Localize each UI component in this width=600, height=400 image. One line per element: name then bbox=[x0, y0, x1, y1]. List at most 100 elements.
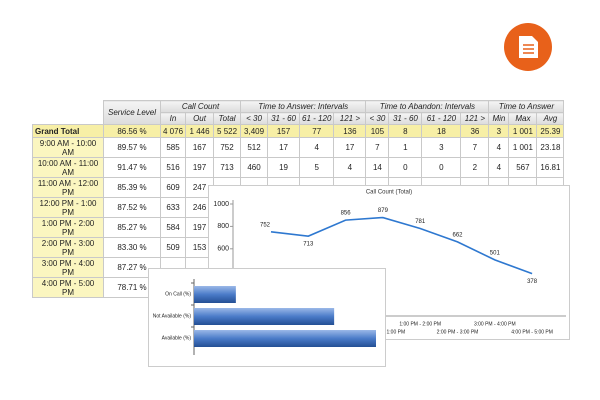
table-cell: 4 bbox=[333, 157, 367, 178]
y-tick-label: Not Available (%) bbox=[153, 313, 192, 319]
chart-title: Call Count (Total) bbox=[366, 190, 412, 196]
column-header: < 30 bbox=[240, 112, 269, 125]
table-cell: 1 446 bbox=[185, 124, 215, 138]
report-table: Service Level Call Count Time to Answer: I… bbox=[32, 100, 565, 298]
subheader-row: In Out Total < 30 31 - 60 61 - 120 121 > < 30 31… bbox=[33, 112, 565, 125]
row-header: 10:00 AM - 11:00 AM bbox=[32, 157, 104, 178]
table-cell: 752 bbox=[213, 137, 242, 158]
data-label: 856 bbox=[341, 211, 352, 217]
table-row: 9:00 AM - 10:00 AM 89.57 % 585 167 752 512 17 4… bbox=[32, 137, 565, 158]
document-lines bbox=[523, 44, 534, 54]
table-cell: 5 bbox=[299, 157, 335, 178]
data-label: 781 bbox=[415, 219, 426, 225]
table-cell: 77 bbox=[299, 124, 335, 138]
table-row: 10:00 AM - 11:00 AM 91.47 % 516 197 713 460 19… bbox=[32, 157, 565, 178]
table-row: Grand Total 86.56 % 4 076 1 446 5 522 3,409 15… bbox=[32, 124, 565, 138]
table-cell: 16.81 bbox=[536, 157, 565, 178]
column-header: Avg bbox=[536, 112, 565, 125]
group-header: Service Level bbox=[103, 100, 161, 125]
table-cell: 1 bbox=[388, 137, 423, 158]
column-header: 121 > bbox=[333, 112, 367, 125]
column-header: 61 - 120 bbox=[299, 112, 335, 125]
table-cell: 3,409 bbox=[240, 124, 269, 138]
row-header: 11:00 AM - 12:00 PM bbox=[32, 177, 104, 198]
table-cell: 633 bbox=[159, 197, 187, 218]
column-header: < 30 bbox=[365, 112, 390, 125]
table-cell: 585 bbox=[159, 137, 187, 158]
column-header: 31 - 60 bbox=[267, 112, 301, 125]
bar bbox=[194, 330, 376, 347]
row-header: 3:00 PM - 4:00 PM bbox=[32, 257, 104, 278]
table-cell: 18 bbox=[421, 124, 462, 138]
data-label: 378 bbox=[527, 279, 538, 285]
table-cell: 105 bbox=[365, 124, 390, 138]
table-cell: 0 bbox=[421, 157, 462, 178]
table-cell: 91.47 % bbox=[103, 157, 161, 178]
table-cell: 713 bbox=[213, 157, 242, 178]
table-cell: 5 522 bbox=[213, 124, 242, 138]
table-cell: 157 bbox=[267, 124, 301, 138]
x-tick-label: 3:00 PM - 4:00 PM bbox=[474, 321, 516, 327]
table-cell: 87.52 % bbox=[103, 197, 161, 218]
table-cell: 584 bbox=[159, 217, 187, 238]
table-cell: 3 bbox=[421, 137, 462, 158]
bar bbox=[194, 308, 335, 325]
table-cell: 1 001 bbox=[508, 137, 538, 158]
table-cell: 17 bbox=[333, 137, 367, 158]
table-cell: 1 001 bbox=[508, 124, 538, 138]
table-cell: 7 bbox=[460, 137, 490, 158]
table-cell: 567 bbox=[508, 157, 538, 178]
table-cell: 19 bbox=[267, 157, 301, 178]
column-header: 121 > bbox=[460, 112, 490, 125]
table-body: Grand Total 86.56 % 4 076 1 446 5 522 3,409 15… bbox=[32, 124, 565, 298]
y-tick-label: 600 bbox=[217, 246, 229, 253]
header-row: Service Level Call Count Time to Answer: I… bbox=[33, 100, 565, 125]
group-header: Call Count bbox=[159, 100, 242, 113]
table-cell: 2 bbox=[460, 157, 490, 178]
table-cell: 8 bbox=[388, 124, 423, 138]
row-header: 12:00 PM - 1:00 PM bbox=[32, 197, 104, 218]
table-cell: 512 bbox=[240, 137, 269, 158]
table-cell: 7 bbox=[365, 137, 390, 158]
document-glyph bbox=[519, 36, 538, 58]
row-header: 4:00 PM - 5:00 PM bbox=[32, 277, 104, 298]
data-label: 752 bbox=[260, 222, 271, 228]
bar-chart: On Call (%) Not Available (%) Available (%… bbox=[148, 268, 386, 367]
table-cell: 0 bbox=[388, 157, 423, 178]
x-tick-label: 1:00 PM - 2:00 PM bbox=[399, 321, 441, 327]
table-cell: 25.39 bbox=[536, 124, 565, 138]
table-cell: 85.27 % bbox=[103, 217, 161, 238]
row-header: Grand Total bbox=[32, 124, 104, 138]
table-cell: 460 bbox=[240, 157, 269, 178]
group-header: Time to Answer: Intervals bbox=[240, 100, 367, 113]
table-cell: 609 bbox=[159, 177, 187, 198]
x-tick-label: 2:00 PM - 3:00 PM bbox=[437, 329, 479, 335]
row-header: 9:00 AM - 10:00 AM bbox=[32, 137, 104, 158]
table-cell: 4 076 bbox=[159, 124, 187, 138]
y-tick-label: Available (%) bbox=[162, 335, 192, 341]
corner bbox=[33, 101, 104, 125]
x-tick-label: 4:00 PM - 5:00 PM bbox=[511, 329, 553, 335]
y-tick-label: 1000 bbox=[213, 201, 229, 208]
table-cell: 516 bbox=[159, 157, 187, 178]
table-cell: 14 bbox=[365, 157, 390, 178]
table-cell: 136 bbox=[333, 124, 367, 138]
group-header: Time to Abandon: Intervals bbox=[365, 100, 490, 113]
group-header: Time to Answer bbox=[488, 100, 565, 113]
table-cell: 86.56 % bbox=[103, 124, 161, 138]
table-cell: 4 bbox=[488, 157, 510, 178]
column-header: Max bbox=[508, 112, 538, 125]
column-header: Out bbox=[185, 112, 215, 125]
table-cell: 3 bbox=[488, 124, 510, 138]
table-cell: 83.30 % bbox=[103, 237, 161, 258]
row-header: 2:00 PM - 3:00 PM bbox=[32, 237, 104, 258]
table-cell: 89.57 % bbox=[103, 137, 161, 158]
y-tick-label: On Call (%) bbox=[165, 291, 191, 297]
column-header: In bbox=[159, 112, 187, 125]
table-cell: 197 bbox=[185, 157, 215, 178]
table-cell: 509 bbox=[159, 237, 187, 258]
column-header: 31 - 60 bbox=[388, 112, 423, 125]
line-series bbox=[270, 216, 533, 275]
column-header: Total bbox=[213, 112, 242, 125]
